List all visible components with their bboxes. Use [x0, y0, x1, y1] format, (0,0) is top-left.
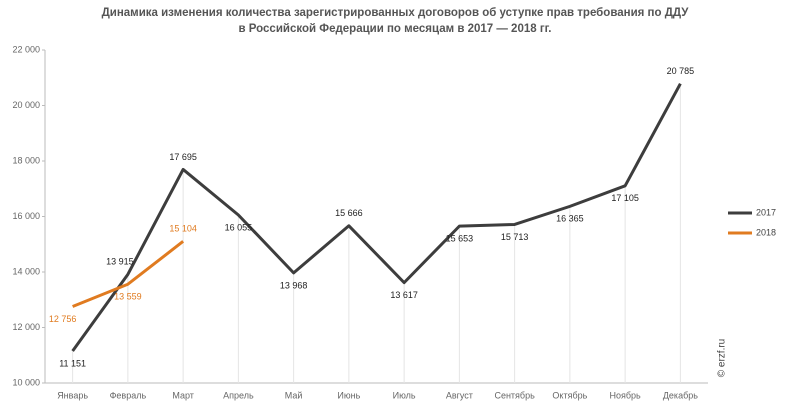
- watermark: © erzf.ru: [717, 339, 728, 378]
- y-tick-label: 10 000: [12, 377, 40, 387]
- data-label: 16 055: [225, 222, 253, 232]
- data-label: 13 617: [390, 290, 418, 300]
- x-tick-label: Апрель: [223, 390, 254, 400]
- x-tick-label: Март: [172, 390, 194, 400]
- data-label: 20 785: [667, 66, 695, 76]
- data-label: 16 365: [556, 214, 584, 224]
- y-tick-label: 18 000: [12, 155, 40, 165]
- y-tick-label: 22 000: [12, 44, 40, 54]
- y-tick-label: 20 000: [12, 100, 40, 110]
- data-label: 17 695: [169, 152, 197, 162]
- data-label: 15 713: [501, 232, 529, 242]
- chart-title: в Российской Федерации по месяцам в 2017…: [239, 23, 552, 35]
- series-line: [71, 83, 682, 352]
- legend-label: 2017: [756, 207, 776, 217]
- data-label: 13 915: [106, 257, 134, 267]
- data-label: 11 151: [59, 358, 86, 368]
- x-tick-label: Август: [446, 390, 473, 400]
- data-label: 15 104: [169, 224, 197, 234]
- x-tick-label: Ноябрь: [610, 390, 642, 400]
- data-label: 13 968: [280, 280, 308, 290]
- x-tick-label: Декабрь: [663, 390, 698, 400]
- x-tick-label: Май: [285, 390, 303, 400]
- data-label: 15 653: [446, 234, 474, 244]
- data-label: 12 756: [49, 314, 77, 324]
- y-tick-label: 16 000: [12, 211, 40, 221]
- x-tick-label: Февраль: [110, 390, 147, 400]
- x-tick-label: Октябрь: [552, 390, 587, 400]
- data-label: 13 559: [114, 292, 142, 302]
- x-tick-label: Сентябрь: [494, 390, 535, 400]
- y-tick-label: 14 000: [12, 266, 40, 276]
- x-tick-label: Июль: [393, 390, 416, 400]
- x-tick-label: Январь: [57, 390, 88, 400]
- legend-label: 2018: [756, 227, 776, 237]
- series-line: [72, 240, 185, 308]
- data-label: 15 666: [335, 208, 363, 218]
- data-label: 17 105: [611, 193, 639, 203]
- chart-title: Динамика изменения количества зарегистри…: [102, 7, 690, 19]
- x-tick-label: Июнь: [337, 390, 360, 400]
- y-tick-label: 12 000: [12, 322, 40, 332]
